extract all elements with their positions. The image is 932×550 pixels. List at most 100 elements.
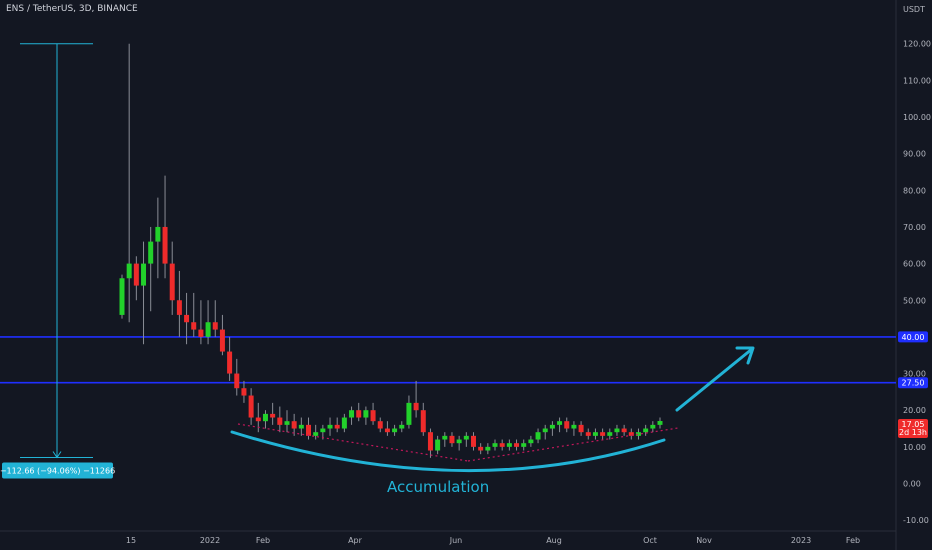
candle-body [442,435,448,440]
candle-body [133,263,139,286]
candle-body [621,428,627,433]
support-trendline-right [467,427,679,462]
level-price-tag [898,377,928,389]
candle-body [499,443,505,447]
candle-body [169,263,175,301]
candle-body [492,443,498,447]
price-tick-label: 70.00 [903,223,926,232]
candle-body [377,421,383,429]
candle-body [614,428,620,433]
measure-label-box [2,462,113,479]
candle-body [162,226,168,264]
candle-body [291,421,297,429]
candle-body [564,421,570,429]
candle-body [284,421,290,425]
candle-body [657,421,663,425]
last-price-tag [898,419,928,439]
candle-body [600,432,606,436]
candle-body [420,410,426,433]
candle-body [406,402,412,425]
candle-body [643,428,649,433]
chart-title: ENS / TetherUS, 3D, BINANCE [6,4,138,14]
breakout-arrow-head [735,346,755,365]
level-price-label: 27.50 [902,379,925,388]
candle-body [327,424,333,429]
candle-body [478,446,484,451]
measure-arrow-head [52,451,62,459]
measure-tool: −112.66 (−94.06%) −11266 [0,43,115,479]
candle-body [427,432,433,451]
candle-body [413,402,419,411]
level-price-label: 40.00 [902,333,925,342]
candle-body [456,439,462,444]
price-tick-label: 110.00 [903,76,931,85]
candle-body [313,432,319,436]
candle-body [514,443,520,447]
candle-body [470,435,476,447]
candle-body [255,417,261,422]
candle-body [141,263,147,286]
candle-body [557,421,563,425]
candle-body [155,226,161,242]
candle-body [234,373,240,389]
price-tick-label: 50.00 [903,296,926,305]
candle-body [585,432,591,436]
time-tick-label: Jun [449,536,463,545]
time-tick-label: Feb [256,536,270,545]
candle-body [349,410,355,418]
candle-body [399,424,405,429]
time-axis: 15 2022 Feb Apr Jun Aug Oct Nov 2023 Feb [126,536,860,545]
candle-body [198,329,204,337]
candle-body [485,446,491,451]
candle-body [320,428,326,433]
time-tick-label: Oct [643,536,657,545]
level-price-tag [898,331,928,343]
time-tick-label: 2022 [200,536,220,545]
measure-label: −112.66 (−94.06%) −11266 [0,466,115,475]
candle-body [212,322,218,330]
price-tick-label: 120.00 [903,40,931,49]
candle-body [628,432,634,436]
candle-body [148,241,154,264]
candle-body [635,432,641,436]
candles [119,43,663,458]
time-tick-label: Feb [846,536,860,545]
accumulation-arc [230,430,666,473]
candle-body [535,432,541,440]
candle-body [176,300,182,315]
candle-body [392,428,398,433]
time-tick-label: Aug [546,536,562,545]
candle-body [363,410,369,418]
candle-body [341,417,347,429]
candle-body [119,278,125,315]
price-tick-label: -10.00 [903,516,929,525]
candle-body [578,424,584,433]
bar-countdown-label: 2d 13h [899,428,927,437]
candle-body [126,263,132,279]
price-tick-label: 90.00 [903,150,926,159]
candle-body [384,428,390,433]
candle-body [334,424,340,429]
price-axis-unit: USDT [903,5,925,14]
candle-body [241,388,247,396]
accumulation-label: Accumulation [387,478,489,496]
time-tick-label: 2023 [791,536,811,545]
candle-body [205,322,211,337]
price-axis: 120.00 110.00 100.00 90.00 80.00 70.00 60.00 50… [903,40,931,525]
breakout-arrow [675,347,754,412]
price-tick-label: 80.00 [903,186,926,195]
candle-body [219,329,225,352]
candle-body [549,424,555,429]
candle-body [571,424,577,429]
candle-body [650,424,656,429]
candle-body [592,432,598,436]
candle-body [270,413,276,418]
horizontal-levels [0,336,896,384]
time-tick-label: 15 [126,536,136,545]
candle-body [607,432,613,436]
candle-body [356,410,362,418]
candle-body [277,417,283,425]
price-tick-label: 0.00 [903,480,921,489]
